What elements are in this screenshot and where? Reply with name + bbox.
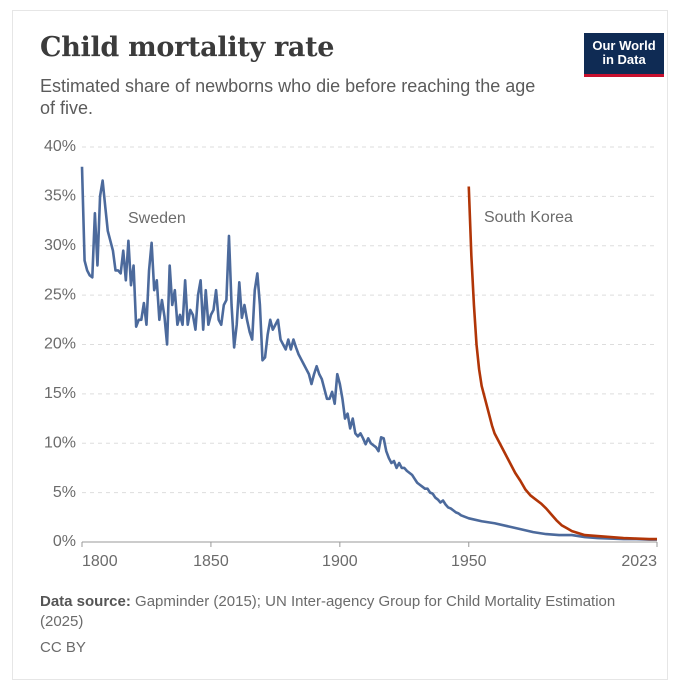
source-note: Data source: Gapminder (2015); UN Inter-…: [40, 592, 640, 632]
license: CC BY: [40, 639, 86, 656]
logo-line: in Data: [602, 52, 646, 67]
logo[interactable]: Our World in Data: [584, 33, 664, 77]
series-line: [80, 166, 658, 541]
y-tick-label: 5%: [53, 484, 76, 501]
series-label: South Korea: [484, 209, 573, 226]
y-tick-label: 40%: [44, 138, 76, 155]
y-tick-label: 30%: [44, 237, 76, 254]
chart-title: Child mortality rate: [40, 32, 335, 63]
series-line: [467, 186, 657, 541]
y-tick-label: 10%: [44, 434, 76, 451]
y-tick-label: 35%: [44, 188, 76, 205]
x-tick-label: 1800: [82, 553, 118, 570]
y-tick-label: 0%: [53, 533, 76, 550]
x-tick-label: 2023: [621, 553, 657, 570]
source-text: Gapminder (2015); UN Inter-agency Group …: [40, 593, 616, 630]
x-tick-label: 1900: [322, 553, 358, 570]
x-tick-label: 1850: [193, 553, 229, 570]
x-tick-label: 1950: [451, 553, 487, 570]
logo-line: Our World: [592, 38, 656, 53]
y-tick-label: 15%: [44, 385, 76, 402]
series-label: Sweden: [128, 210, 186, 227]
source-label: Data source:: [40, 593, 131, 610]
card: [12, 10, 668, 680]
chart-subtitle: Estimated share of newborns who die befo…: [40, 76, 536, 118]
y-tick-label: 20%: [44, 336, 76, 353]
y-tick-label: 25%: [44, 286, 76, 303]
